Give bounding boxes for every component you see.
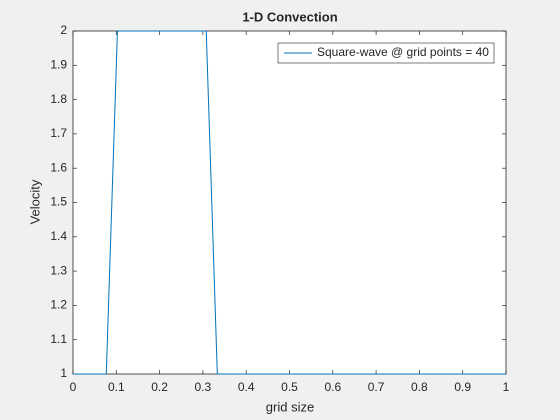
x-tick-label: 0.5 (281, 380, 298, 394)
x-tick-label: 0.9 (454, 380, 471, 394)
x-tick-label: 0.4 (238, 380, 255, 394)
y-tick-label: 1.4 (50, 229, 67, 243)
y-tick-label: 1.5 (50, 195, 67, 209)
y-tick-label: 2 (60, 23, 67, 37)
x-tick-label: 0.1 (108, 380, 125, 394)
x-tick-label: 0.2 (151, 380, 168, 394)
y-tick-label: 1.7 (50, 126, 67, 140)
x-tick-label: 0.8 (411, 380, 428, 394)
x-tick-label: 0 (70, 380, 77, 394)
y-tick-label: 1 (60, 366, 67, 380)
plot-area (73, 31, 506, 374)
x-tick-label: 1 (503, 380, 510, 394)
x-tick-label: 0.3 (195, 380, 212, 394)
legend-box (277, 42, 495, 64)
x-tick-label: 0.7 (368, 380, 385, 394)
chart-title: 1-D Convection (242, 9, 337, 24)
x-axis-label: grid size (266, 399, 314, 414)
y-tick-label: 1.1 (50, 332, 67, 346)
x-tick-label: 0.6 (324, 380, 341, 394)
data-line (73, 30, 506, 375)
y-tick-label: 1.3 (50, 263, 67, 277)
y-tick-label: 1.6 (50, 160, 67, 174)
y-tick-label: 1.2 (50, 298, 67, 312)
y-tick-label: 1.8 (50, 92, 67, 106)
legend-label: Square-wave @ grid points = 40 (317, 45, 489, 59)
y-tick-label: 1.9 (50, 57, 67, 71)
y-axis-label: Velocity (27, 179, 42, 224)
